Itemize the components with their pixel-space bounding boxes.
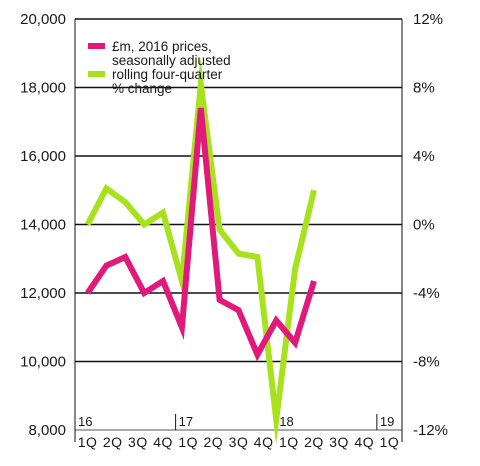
series-lines — [88, 84, 314, 420]
year-marker-label: 18 — [279, 414, 293, 429]
x-tick-label: 3Q — [229, 434, 249, 450]
legend-label: seasonally adjusted — [112, 53, 231, 68]
right-tick-label: 0% — [413, 217, 435, 234]
legend-label: % change — [112, 81, 172, 96]
right-tick-label: 12% — [413, 11, 443, 28]
year-marker-label: 17 — [179, 414, 193, 429]
left-tick-label: 18,000 — [20, 80, 66, 97]
right-tick-label: -12% — [413, 422, 448, 439]
legend-label: £m, 2016 prices, — [112, 39, 212, 54]
x-tick-label: 2Q — [204, 434, 224, 450]
year-marker-label: 19 — [380, 414, 394, 429]
right-axis-ticks: -12% -8% -4% 0% 4% 8% 12% — [413, 11, 448, 439]
x-tick-label: 1Q — [78, 434, 98, 450]
x-tick-label: 2Q — [103, 434, 123, 450]
left-axis-ticks: 8,000 10,000 12,000 14,000 16,000 18,000 20,00… — [20, 11, 66, 439]
x-tick-label: 4Q — [153, 434, 173, 450]
left-tick-label: 16,000 — [20, 148, 66, 165]
x-axis: 1Q 2Q 3Q 4Q 1Q 2Q 3Q 4Q 1Q 2Q 3Q 4Q 1Q 16 17 18 19 — [78, 414, 400, 450]
series-line-price — [88, 108, 314, 355]
x-tick-label: 1Q — [380, 434, 400, 450]
right-tick-label: -4% — [413, 285, 440, 302]
x-tick-label: 3Q — [329, 434, 349, 450]
year-marker-label: 16 — [78, 414, 92, 429]
right-tick-label: 8% — [413, 80, 435, 97]
x-tick-label: 4Q — [254, 434, 274, 450]
left-tick-label: 12,000 — [20, 285, 66, 302]
x-tick-label: 3Q — [128, 434, 148, 450]
left-tick-label: 14,000 — [20, 217, 66, 234]
legend-label: rolling four-quarter — [112, 67, 223, 82]
left-tick-label: 8,000 — [28, 422, 66, 439]
x-tick-label: 1Q — [178, 434, 198, 450]
x-tick-label: 1Q — [279, 434, 299, 450]
left-tick-label: 20,000 — [20, 11, 66, 28]
left-tick-label: 10,000 — [20, 354, 66, 371]
right-tick-label: -8% — [413, 354, 440, 371]
right-tick-label: 4% — [413, 148, 435, 165]
x-tick-label: 2Q — [304, 434, 324, 450]
x-tick-label: 4Q — [354, 434, 374, 450]
